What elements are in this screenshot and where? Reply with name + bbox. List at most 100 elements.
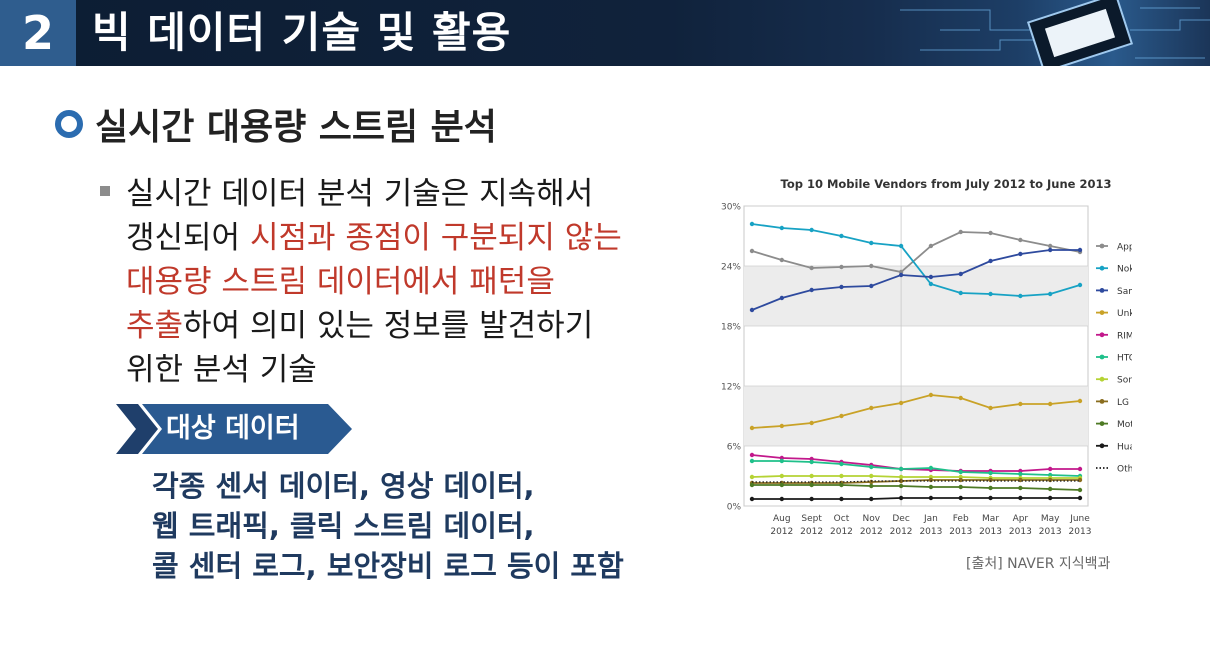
series-point (809, 496, 814, 502)
series-line-other-dotted- (752, 480, 1080, 483)
x-tick-year: 2012 (890, 527, 913, 537)
legend-marker (1099, 421, 1105, 426)
series-line-apple (751, 231, 1081, 273)
ring-bullet-icon (55, 110, 83, 138)
series-point (898, 466, 904, 472)
legend-marker (1099, 310, 1105, 315)
series-point (779, 482, 785, 488)
series-point (749, 221, 755, 227)
target-data-tag: 대상 데이터 (116, 404, 354, 454)
legend-label: Apple (1117, 243, 1132, 253)
chevron-tag-icon (116, 404, 352, 454)
series-point (1077, 495, 1083, 501)
section-number: 2 (0, 0, 76, 66)
series-line-samsung (751, 249, 1080, 311)
series-point (1077, 466, 1083, 472)
x-tick-year: 2012 (860, 527, 883, 537)
series-point (779, 423, 785, 429)
y-tick-label: 30% (721, 203, 741, 213)
target-data-label: 대상 데이터 (166, 413, 300, 444)
series-point (809, 420, 814, 426)
series-point (1047, 401, 1053, 407)
legend-label: RIM (1117, 331, 1132, 341)
legend-label: Sony Ericsson (1117, 376, 1132, 386)
series-point (898, 400, 904, 406)
plain-text: 갱신되어 (126, 220, 250, 256)
x-tick-month: Mar (982, 514, 999, 524)
x-tick-year: 2013 (1009, 527, 1032, 537)
series-point (1018, 485, 1023, 491)
target-data-list: 각종 센서 데이터, 영상 데이터, 웹 트래픽, 클릭 스트림 데이터, 콜 센터… (152, 466, 624, 586)
series-point (779, 225, 785, 231)
series-point (839, 461, 844, 467)
series-point (988, 291, 993, 297)
y-tick-label: 24% (721, 263, 741, 273)
source-credit: [출처] NAVER 지식백과 (966, 556, 1111, 572)
series-point (928, 392, 934, 398)
series-point (749, 452, 755, 458)
series-point (779, 473, 785, 479)
subtitle-row: 실시간 대용량 스트림 분석 (55, 98, 497, 150)
series-point (1077, 282, 1083, 288)
mobile-vendors-chart: Top 10 Mobile Vendors from July 2012 to … (712, 168, 1182, 548)
series-point (749, 307, 755, 313)
x-tick-year: 2012 (770, 527, 793, 537)
series-point (1047, 466, 1053, 472)
target-data-item: 콜 센터 로그, 보안장비 로그 등이 포함 (152, 549, 624, 583)
series-point (749, 458, 755, 464)
series-point (1018, 471, 1023, 477)
series-point (779, 458, 785, 464)
description-text: 실시간 데이터 분석 기술은 지속해서 갱신되어 시점과 종점이 구분되지 않는 대… (126, 172, 700, 392)
section-subtitle: 실시간 대용량 스트림 분석 (95, 107, 497, 148)
series-point (1047, 243, 1053, 249)
series-point (869, 496, 874, 502)
legend-label: LG (1117, 398, 1129, 408)
plain-text: 위한 분석 기술 (126, 352, 317, 388)
target-data-item: 각종 센서 데이터, 영상 데이터, (152, 469, 535, 503)
series-point (809, 287, 814, 293)
series-point (839, 284, 844, 290)
legend-label: Unknown (1117, 309, 1132, 319)
series-point (898, 474, 904, 480)
series-point (988, 258, 993, 264)
series-point (869, 405, 874, 411)
series-point (869, 240, 874, 246)
x-tick-year: 2012 (800, 527, 823, 537)
series-point (898, 243, 904, 249)
legend-marker (1099, 443, 1105, 449)
series-point (958, 395, 963, 401)
series-point (869, 483, 874, 489)
square-bullet-icon (100, 186, 110, 196)
series-point (1018, 401, 1023, 407)
series-point (958, 271, 963, 277)
legend-marker (1099, 399, 1105, 404)
series-point (898, 272, 904, 278)
y-tick-label: 12% (721, 383, 741, 393)
series-point (1047, 291, 1053, 297)
series-point (988, 230, 993, 236)
y-tick-label: 0% (727, 503, 742, 513)
legend-label: Huawei (1117, 442, 1132, 452)
legend-marker (1099, 354, 1105, 360)
series-point (988, 470, 993, 476)
series-point (839, 482, 844, 488)
series-point (1077, 398, 1083, 404)
series-point (839, 473, 844, 479)
series-point (749, 482, 755, 488)
series-point (928, 274, 934, 280)
x-tick-year: 2013 (919, 527, 942, 537)
series-point (958, 290, 963, 296)
series-point (869, 473, 874, 479)
series-point (1077, 487, 1083, 493)
series-point (1047, 247, 1053, 253)
x-tick-year: 2013 (949, 527, 972, 537)
y-tick-label: 18% (721, 323, 741, 333)
series-point (749, 496, 755, 502)
series-point (898, 478, 904, 484)
series-point (1047, 486, 1053, 492)
x-tick-year: 2013 (979, 527, 1002, 537)
x-tick-year: 2013 (1039, 527, 1062, 537)
series-point (1018, 495, 1023, 501)
series-point (958, 469, 963, 475)
chart-title: Top 10 Mobile Vendors from July 2012 to … (781, 177, 1112, 191)
